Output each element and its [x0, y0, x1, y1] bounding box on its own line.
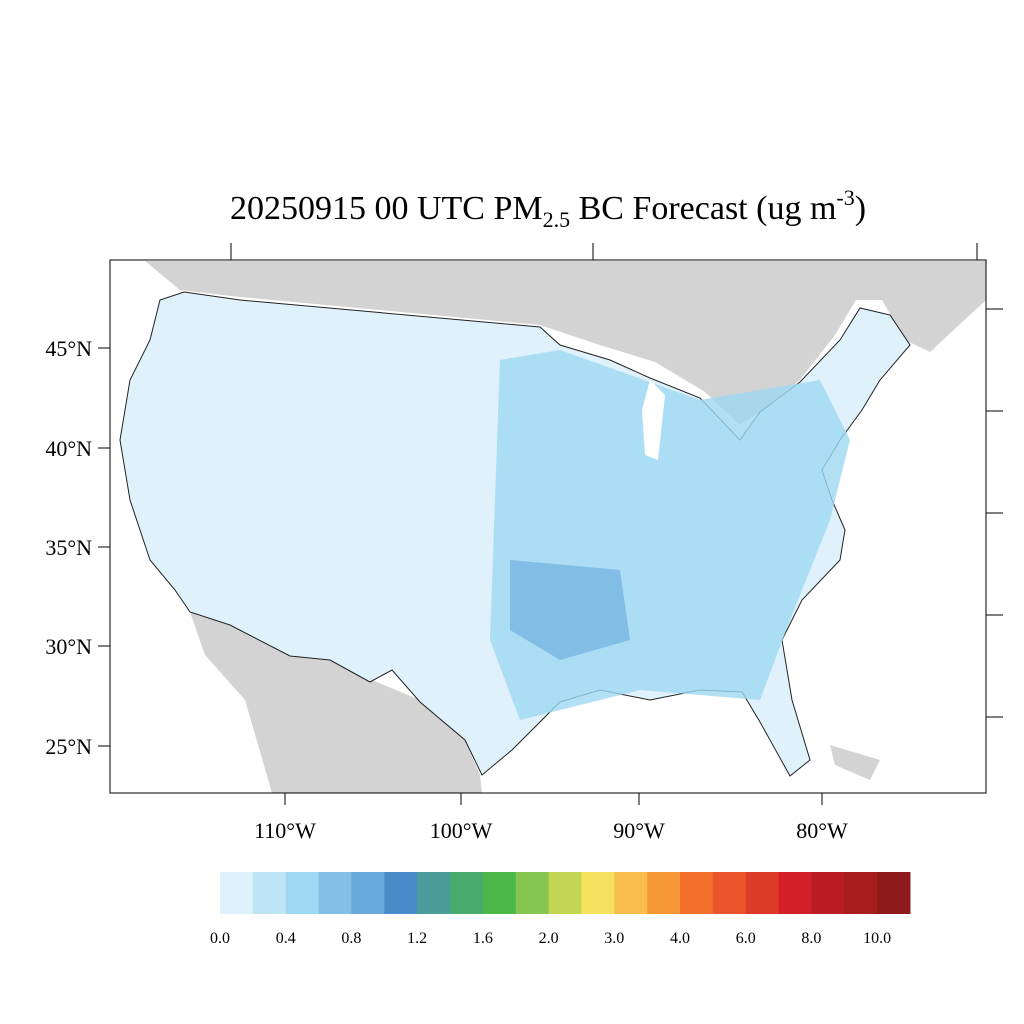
mexico [190, 612, 482, 793]
colorbar-box [515, 872, 550, 914]
colorbar-box [712, 872, 747, 914]
colorbar-label: 0.4 [276, 930, 296, 947]
colorbar-label: 10.0 [863, 930, 891, 947]
colorbar-box [384, 872, 418, 914]
colorbar-box [614, 872, 648, 914]
higher-region [490, 350, 850, 720]
lat-label: 35°N [45, 535, 92, 560]
lat-label: 40°N [45, 436, 92, 461]
map [119, 261, 986, 793]
title-sub: 2.5 [543, 207, 571, 232]
title-sup: -3 [836, 185, 854, 210]
colorbar-box [778, 872, 812, 914]
colorbar-box [647, 872, 681, 914]
lon-label: 100°W [430, 818, 493, 843]
lat-label: 45°N [45, 336, 92, 361]
colorbar-box [811, 872, 845, 914]
lon-label: 90°W [613, 818, 665, 843]
lat-label: 25°N [45, 734, 92, 759]
colorbar-box [351, 872, 385, 914]
colorbar-label: 0.8 [341, 930, 361, 947]
colorbar-box [482, 872, 517, 914]
lon-label: 80°W [796, 818, 848, 843]
colorbar-box [581, 872, 615, 914]
title-close: ) [855, 190, 866, 227]
colorbar-label: 2.0 [539, 930, 559, 947]
colorbar-label: 1.2 [407, 930, 427, 947]
title-rest: BC Forecast (ug m [570, 190, 836, 227]
colorbar-label: 3.0 [604, 930, 624, 947]
lake-michigan [642, 380, 665, 460]
colorbar-box [220, 872, 254, 914]
colorbar-label: 0.0 [210, 930, 230, 947]
canada [145, 261, 986, 425]
cuba [830, 745, 880, 780]
map-frame [109, 259, 987, 794]
title: 20250915 00 UTC PM2.5 BC Forecast (ug m-… [230, 185, 866, 232]
lon-label: 110°W [254, 818, 316, 843]
colorbar-box [318, 872, 352, 914]
colorbar-label: 8.0 [801, 930, 821, 947]
title-main: 20250915 00 UTC PM [230, 190, 543, 227]
colorbar-label: 4.0 [670, 930, 690, 947]
colorbar-box [877, 872, 911, 914]
lat-label: 30°N [45, 634, 92, 659]
colorbar-box [844, 872, 878, 914]
colorbar-box [680, 872, 714, 914]
colorbar-label: 6.0 [736, 930, 756, 947]
colorbar-box [417, 872, 451, 914]
colorbar-box [252, 872, 287, 914]
colorbar-box [745, 872, 780, 914]
colorbar-box [285, 872, 320, 914]
colorbar-box [450, 872, 484, 914]
colorbar-box [548, 872, 582, 914]
colorbar-label: 1.6 [473, 930, 493, 947]
higher-region [510, 560, 630, 660]
